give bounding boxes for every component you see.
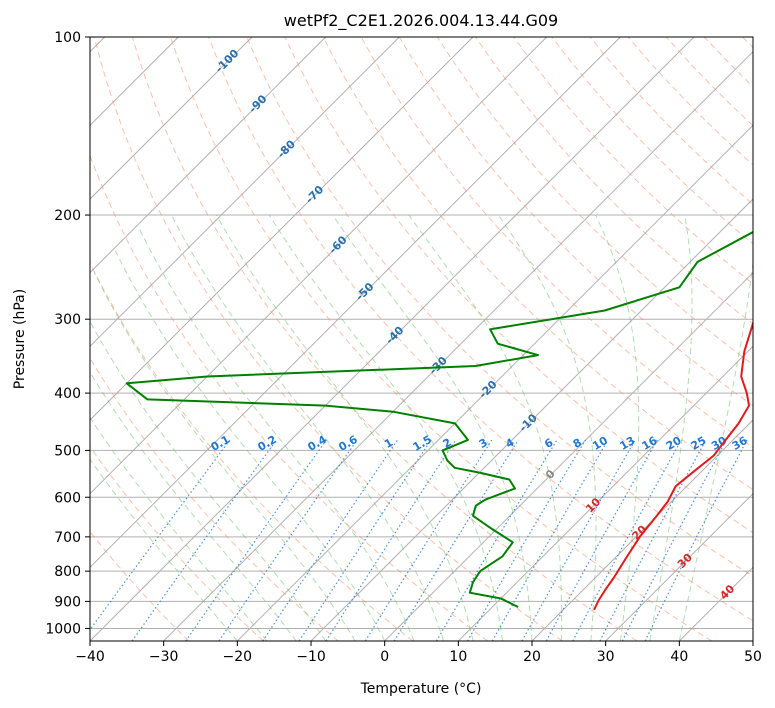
- y-tick-label: 400: [54, 386, 81, 402]
- dry-adiabat: [284, 37, 753, 534]
- mixing-ratio-line: [545, 439, 658, 641]
- y-tick-label: 800: [54, 564, 81, 580]
- moist-adiabat: [268, 214, 503, 641]
- moist-adiabat: [649, 214, 693, 641]
- moist-adiabat: [90, 416, 268, 641]
- dry-adiabat: [322, 37, 753, 491]
- moist-adiabat: [678, 258, 753, 641]
- dewpoint-profile: [125, 230, 753, 608]
- plot-area: 0.1 0.2 0.4 0.6 1 1.5 2 3 4 6 8 10 13 16 20 25 30 36-100-…: [90, 37, 753, 641]
- y-tick-label: 600: [54, 490, 81, 506]
- isotherm-line: [236, 124, 753, 641]
- isotherm-line: [90, 37, 548, 495]
- x-tick-label: −40: [75, 649, 105, 665]
- dry-adiabat: [90, 261, 414, 641]
- mixing-ratio-line: [298, 439, 432, 641]
- moist-adiabat: [215, 214, 474, 641]
- mixing-ratio-line: [491, 439, 609, 641]
- moist-adiabat: [408, 214, 563, 641]
- x-tick-label: 40: [670, 649, 688, 665]
- plot-frame: [89, 36, 754, 642]
- isotherm-line: [163, 50, 753, 641]
- x-tick-label: 30: [597, 649, 615, 665]
- isotherm-line: [457, 345, 753, 641]
- isotherm-line: [90, 37, 400, 348]
- dry-adiabat: [475, 37, 753, 325]
- temperature-profile: [593, 320, 753, 611]
- y-tick-label: 100: [54, 30, 81, 46]
- x-tick-label: 0: [380, 649, 389, 665]
- y-tick-label: 200: [54, 208, 81, 224]
- dry-adiabat: [246, 37, 753, 577]
- y-tick-label: 500: [54, 443, 81, 459]
- moist-adiabat: [93, 272, 356, 641]
- dry-adiabat: [93, 37, 563, 641]
- moist-adiabat: [594, 214, 640, 641]
- mixing-ratio-line: [218, 439, 358, 641]
- moist-adiabat: [332, 214, 533, 641]
- moist-adiabat: [90, 320, 327, 641]
- mixing-ratio-line: [185, 439, 327, 641]
- isotherm-line: [90, 37, 695, 641]
- y-tick-label: 700: [54, 530, 81, 546]
- axes: −40 −30 −20 −10 0 10 20 30 40 50 100 200 300 400 500 60…: [45, 30, 762, 665]
- x-tick-label: −30: [149, 649, 179, 665]
- mixing-ratio-line: [262, 439, 399, 641]
- mixing-ratio-line: [325, 439, 457, 641]
- x-tick-label: 10: [449, 649, 467, 665]
- dry-adiabat: [90, 357, 339, 641]
- chart-title: wetPf2_C2E1.2026.004.13.44.G09: [284, 11, 558, 31]
- mixing-ratio-line: [364, 439, 493, 641]
- isotherm-line: [531, 419, 753, 641]
- isotherm-line: [90, 37, 327, 274]
- x-tick-label: 20: [523, 649, 541, 665]
- mixing-ratio-line: [90, 439, 231, 631]
- dry-adiabat: [208, 37, 753, 622]
- y-axis-label: Pressure (hPa): [12, 289, 28, 389]
- moist-adiabat: [115, 250, 386, 641]
- isotherm-line: [384, 271, 753, 641]
- x-tick-label: −20: [223, 649, 253, 665]
- isotherm-line: [605, 492, 753, 641]
- moist-adiabat: [171, 214, 445, 641]
- dry-adiabat: [131, 37, 638, 641]
- dry-adiabat: [170, 37, 712, 641]
- mixing-ratio-line: [644, 439, 748, 641]
- moist-adiabat: [90, 371, 297, 641]
- isotherm-line: [90, 37, 621, 569]
- mixing-ratio-line: [393, 439, 519, 641]
- moist-adiabat: [138, 227, 415, 641]
- dry-adiabat: [90, 445, 264, 641]
- mixing-ratio-line: [466, 439, 587, 641]
- mixing-ratio-line: [521, 439, 636, 641]
- x-tick-label: −10: [296, 649, 326, 665]
- x-tick-label: 50: [744, 649, 762, 665]
- isotherm-line: [90, 37, 253, 200]
- isotherm-line: [90, 37, 474, 421]
- y-tick-label: 300: [54, 312, 81, 328]
- x-axis-label: Temperature (°C): [360, 681, 482, 697]
- y-tick-label: 900: [54, 594, 81, 610]
- dry-adiabat: [513, 37, 753, 285]
- y-tick-label: 1000: [45, 621, 81, 637]
- moist-adiabat: [90, 458, 238, 641]
- mixing-ratio-line: [435, 439, 558, 641]
